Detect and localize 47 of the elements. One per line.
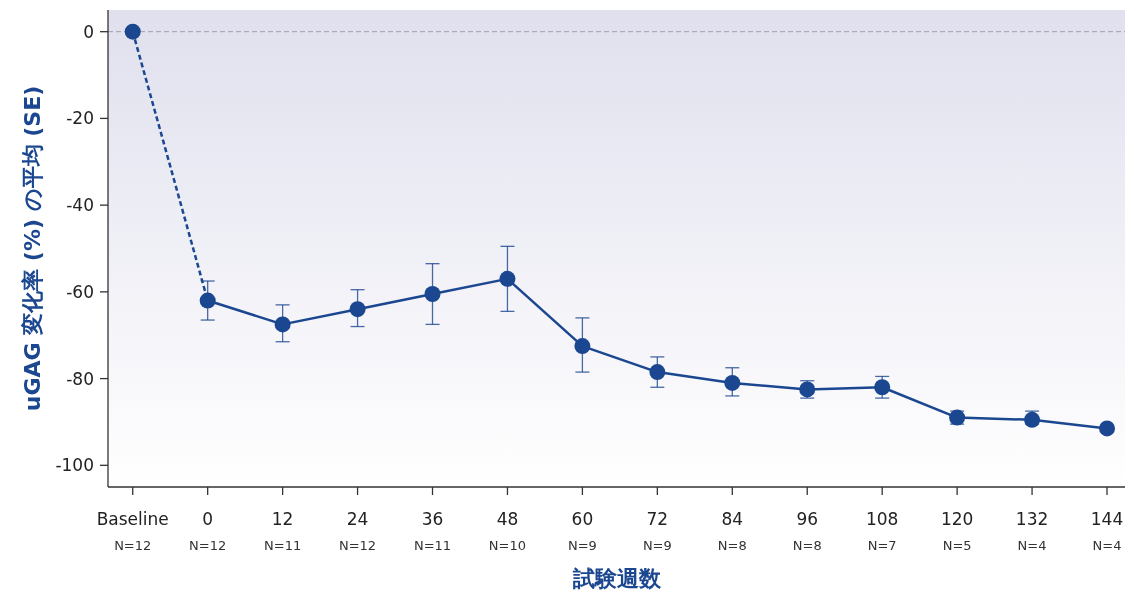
text: N=9 bbox=[642, 538, 672, 553]
y-tick-label: 0 bbox=[83, 21, 94, 42]
x-tick-label: 36 bbox=[421, 509, 444, 529]
y-tick-label: -40 bbox=[66, 195, 94, 216]
point bbox=[1099, 420, 1116, 437]
x-tick-label: 108 bbox=[865, 509, 899, 529]
x-tick-label: 48 bbox=[496, 509, 519, 529]
x-tick-label: Baseline bbox=[96, 509, 169, 529]
point bbox=[349, 301, 366, 318]
y-tick-label: -60 bbox=[66, 281, 94, 302]
x-tick-label: 96 bbox=[796, 509, 819, 529]
x-tick-label: 144 bbox=[1090, 509, 1124, 529]
text: N=12 bbox=[114, 538, 152, 553]
x-tick-label: 60 bbox=[571, 509, 594, 529]
point bbox=[649, 364, 666, 381]
text: N=11 bbox=[264, 538, 302, 553]
y-tick-label: -100 bbox=[55, 455, 94, 476]
x-tick-label: 132 bbox=[1015, 509, 1049, 529]
point bbox=[199, 292, 216, 309]
x-tick-label: 72 bbox=[646, 509, 669, 529]
text: N=12 bbox=[189, 538, 227, 553]
x-tick-label: 0 bbox=[202, 509, 214, 529]
point bbox=[124, 23, 141, 40]
text: N=4 bbox=[1092, 538, 1122, 553]
text: N=11 bbox=[413, 538, 452, 553]
text: N=4 bbox=[1017, 538, 1047, 553]
x-tick-label: 24 bbox=[346, 509, 369, 529]
text: N=8 bbox=[717, 538, 747, 553]
x-tick-label: 120 bbox=[940, 509, 974, 529]
x-axis-title: 試験週数 bbox=[571, 566, 662, 591]
text: N=8 bbox=[792, 538, 822, 553]
x-tick-label: 84 bbox=[721, 509, 744, 529]
point bbox=[874, 379, 891, 396]
point bbox=[724, 374, 741, 391]
text: N=10 bbox=[488, 538, 527, 553]
point bbox=[574, 338, 591, 355]
y-tick-label: -80 bbox=[66, 368, 94, 389]
x-tick-label: 12 bbox=[271, 509, 294, 529]
y-tick-label: -20 bbox=[66, 108, 94, 129]
text: N=9 bbox=[567, 538, 597, 553]
point bbox=[424, 286, 441, 303]
text: N=5 bbox=[942, 538, 972, 553]
text: N=12 bbox=[338, 538, 377, 553]
point bbox=[499, 270, 516, 287]
point bbox=[274, 316, 291, 333]
text: N=7 bbox=[867, 538, 897, 553]
y-axis-title: uGAG 変化率 (%) の平均 (SE) bbox=[20, 85, 45, 412]
